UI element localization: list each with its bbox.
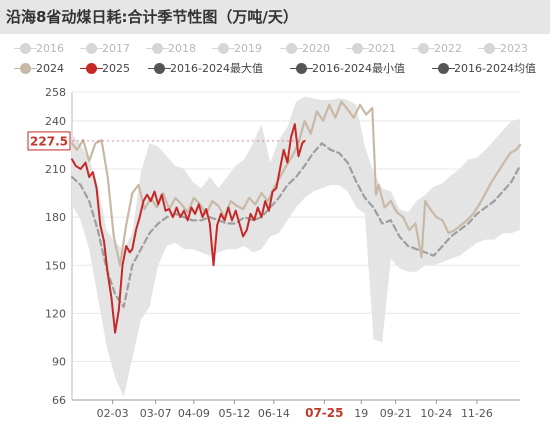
y-tick-label: 180 — [45, 211, 66, 224]
y-tick-label: 66 — [52, 394, 66, 407]
legend-marker-icon — [14, 62, 37, 74]
x-tick-label: 10-24 — [420, 407, 452, 420]
last-value-label: 227.5 — [30, 134, 68, 148]
legend-marker-icon — [346, 42, 369, 54]
y-tick-label: 120 — [45, 307, 66, 320]
legend-item-2018[interactable]: 2018 — [146, 38, 196, 58]
legend-item-2017[interactable]: 2017 — [80, 38, 130, 58]
y-tick-label: 150 — [45, 259, 66, 272]
legend-marker-icon — [412, 42, 435, 54]
legend-item-2023[interactable]: 2023 — [478, 38, 528, 58]
legend-label: 2024 — [36, 61, 64, 75]
legend-label: 2018 — [168, 41, 196, 55]
legend-item-2020[interactable]: 2020 — [280, 38, 330, 58]
legend-label: 2023 — [500, 41, 528, 55]
x-tick-label: 02-03 — [97, 407, 129, 420]
legend-item-2016-2024最小值[interactable]: 2016-2024最小值 — [290, 58, 405, 78]
x-tick-label: 03-07 — [140, 407, 172, 420]
legend: 2016 2017 2018 2019 2020 2021 2022 2023 2024 2025… — [0, 36, 550, 80]
legend-marker-icon — [14, 42, 37, 54]
x-tick-label: 19 — [354, 407, 368, 420]
legend-item-2016[interactable]: 2016 — [14, 38, 64, 58]
legend-item-2019[interactable]: 2019 — [212, 38, 262, 58]
legend-marker-icon — [478, 42, 501, 54]
x-tick-label: 09-21 — [380, 407, 412, 420]
legend-label: 2019 — [234, 41, 262, 55]
legend-label: 2016-2024最大值 — [170, 62, 263, 75]
legend-label: 2016-2024均值 — [454, 62, 536, 75]
x-tick-label: 05-12 — [218, 407, 250, 420]
series-line-2024 — [70, 100, 522, 267]
legend-label: 2017 — [102, 41, 130, 55]
legend-label: 2020 — [302, 41, 330, 55]
y-tick-label: 90 — [52, 356, 66, 369]
legend-item-2016-2024最大值[interactable]: 2016-2024最大值 — [148, 58, 263, 78]
legend-label: 2016 — [36, 41, 64, 55]
last-value-badge — [27, 131, 71, 151]
legend-marker-icon — [80, 42, 103, 54]
legend-label: 2025 — [102, 61, 130, 75]
legend-item-2022[interactable]: 2022 — [412, 38, 462, 58]
legend-label: 2022 — [434, 41, 462, 55]
series-line-2016-2024均值 — [70, 142, 522, 309]
y-tick-label: 258 — [45, 86, 66, 99]
legend-marker-icon — [290, 62, 313, 74]
chart-title: 沿海8省动煤日耗:合计季节性图（万吨/天） — [6, 8, 298, 26]
legend-marker-icon — [148, 62, 171, 74]
range-band-max-min — [72, 96, 520, 397]
series-line-2025 — [71, 123, 306, 334]
x-tick-label: 07-25 — [305, 406, 343, 420]
x-tick-label: 11-26 — [461, 407, 493, 420]
x-tick-label: 06-14 — [258, 407, 290, 420]
x-tick-label: 04-09 — [178, 407, 210, 420]
legend-item-2016-2024均值[interactable]: 2016-2024均值 — [432, 58, 536, 78]
y-tick-label: 240 — [45, 115, 66, 128]
legend-marker-icon — [212, 42, 235, 54]
legend-marker-icon — [146, 42, 169, 54]
legend-item-2024[interactable]: 2024 — [14, 58, 64, 78]
legend-marker-icon — [280, 42, 303, 54]
legend-label: 2016-2024最小值 — [312, 62, 405, 75]
legend-item-2025[interactable]: 2025 — [80, 58, 130, 78]
legend-marker-icon — [80, 62, 103, 74]
legend-item-2021[interactable]: 2021 — [346, 38, 396, 58]
legend-marker-icon — [432, 62, 455, 74]
title-bar: 沿海8省动煤日耗:合计季节性图（万吨/天） — [0, 0, 550, 34]
legend-label: 2021 — [368, 41, 396, 55]
y-tick-label: 210 — [45, 163, 66, 176]
